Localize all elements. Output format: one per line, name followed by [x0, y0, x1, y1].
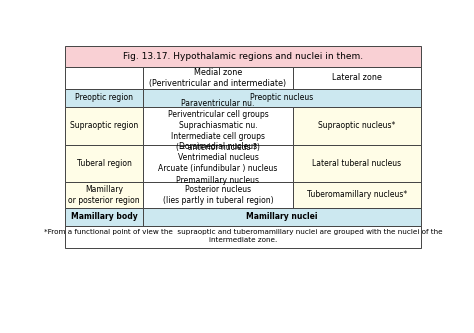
- Bar: [143, 107, 293, 145]
- Text: Tuberomamillary nucleus*: Tuberomamillary nucleus*: [307, 190, 407, 199]
- Bar: [293, 107, 421, 145]
- Text: Dorsimedial nucleus
Ventrimedial nucleus
Arcuate (infundibular ) nucleus
Premami: Dorsimedial nucleus Ventrimedial nucleus…: [158, 142, 278, 184]
- Text: Medial zone
(Periventricular and intermediate): Medial zone (Periventricular and interme…: [149, 68, 287, 88]
- Bar: [143, 67, 293, 89]
- Text: Preoptic region: Preoptic region: [75, 93, 133, 102]
- Bar: [65, 67, 143, 89]
- Text: Preoptic nucleus: Preoptic nucleus: [250, 93, 314, 102]
- Text: Supraoptic nucleus*: Supraoptic nucleus*: [318, 121, 396, 130]
- Bar: [65, 226, 421, 248]
- Text: Mamillary body: Mamillary body: [71, 212, 137, 221]
- Bar: [65, 89, 143, 107]
- Bar: [293, 145, 421, 182]
- Text: Tuberal region: Tuberal region: [76, 159, 131, 168]
- Text: Mamillary nuclei: Mamillary nuclei: [246, 212, 318, 221]
- Text: Posterior nucleus
(lies partly in tuberal region): Posterior nucleus (lies partly in tubera…: [163, 185, 273, 205]
- Bar: [143, 145, 293, 182]
- Text: Lateral tuberal nucleus: Lateral tuberal nucleus: [312, 159, 401, 168]
- Text: Fig. 13.17. Hypothalamic regions and nuclei in them.: Fig. 13.17. Hypothalamic regions and nuc…: [123, 52, 363, 61]
- Bar: [65, 208, 143, 226]
- Bar: [293, 182, 421, 208]
- Bar: [143, 89, 421, 107]
- Bar: [65, 145, 143, 182]
- Text: Mamillary
or posterior region: Mamillary or posterior region: [68, 185, 140, 205]
- Text: Lateral zone: Lateral zone: [332, 73, 382, 82]
- Text: Supraoptic region: Supraoptic region: [70, 121, 138, 130]
- Bar: [293, 67, 421, 89]
- Text: *From a functional point of view the  supraoptic and tuberomamillary nuclei are : *From a functional point of view the sup…: [44, 229, 442, 243]
- Text: Paraventricular nu.
Periventricular cell groups
Suprachiasmatic nu.
Intermediate: Paraventricular nu. Periventricular cell…: [168, 99, 268, 153]
- Bar: [143, 182, 293, 208]
- Bar: [65, 46, 421, 67]
- Bar: [65, 182, 143, 208]
- Bar: [65, 107, 143, 145]
- Bar: [143, 208, 421, 226]
